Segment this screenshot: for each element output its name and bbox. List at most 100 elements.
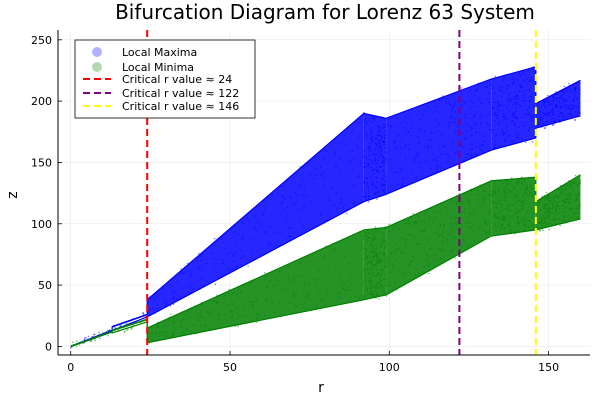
- data-point: [367, 162, 370, 165]
- data-point: [484, 86, 487, 88]
- data-point: [569, 187, 572, 189]
- data-point: [493, 185, 496, 188]
- data-point: [324, 194, 327, 197]
- data-point: [555, 207, 557, 210]
- data-point: [369, 159, 372, 162]
- data-point: [523, 124, 525, 127]
- data-point: [561, 188, 564, 190]
- data-point: [568, 96, 571, 98]
- data-point: [545, 211, 548, 213]
- data-point: [396, 144, 399, 147]
- data-point: [483, 219, 486, 222]
- data-point: [524, 192, 526, 194]
- data-point: [539, 119, 542, 122]
- data-point: [376, 260, 379, 263]
- data-point: [501, 223, 504, 226]
- data-point: [579, 182, 581, 185]
- data-point: [283, 198, 286, 200]
- data-point: [359, 163, 362, 165]
- data-point: [78, 344, 81, 346]
- data-point: [400, 122, 402, 125]
- data-point: [506, 118, 509, 120]
- data-point: [478, 97, 481, 100]
- data-point: [366, 288, 369, 290]
- data-point: [366, 159, 369, 161]
- data-point: [267, 244, 270, 247]
- data-point: [427, 266, 430, 268]
- data-point: [366, 293, 369, 295]
- data-point: [199, 268, 201, 271]
- data-point: [524, 189, 526, 192]
- data-point: [493, 107, 495, 109]
- data-point: [531, 117, 533, 120]
- data-point: [568, 202, 570, 205]
- data-point: [530, 116, 532, 118]
- data-point: [445, 161, 448, 163]
- data-point: [575, 110, 577, 112]
- data-point: [381, 184, 383, 187]
- data-point: [264, 229, 267, 232]
- data-point: [563, 218, 566, 221]
- data-point: [365, 256, 367, 259]
- data-point: [364, 195, 367, 197]
- data-point: [561, 204, 564, 207]
- data-point: [171, 290, 174, 292]
- data-point: [503, 226, 506, 229]
- data-point: [369, 142, 371, 145]
- data-point: [371, 180, 374, 182]
- data-point: [496, 116, 499, 119]
- data-point: [163, 298, 165, 300]
- data-point: [538, 221, 540, 223]
- data-point: [367, 189, 370, 192]
- data-point: [165, 322, 168, 324]
- data-point: [378, 298, 380, 300]
- data-point: [393, 250, 395, 253]
- data-point: [506, 183, 508, 186]
- data-point: [402, 126, 404, 129]
- data-point: [224, 318, 227, 320]
- series-local-maxima: [69, 66, 581, 349]
- data-point: [374, 117, 377, 120]
- data-point: [480, 122, 483, 124]
- data-point: [409, 233, 412, 236]
- data-point: [380, 146, 383, 149]
- data-point: [543, 101, 545, 104]
- data-point: [166, 332, 169, 334]
- data-point: [519, 205, 522, 207]
- data-point: [453, 121, 456, 123]
- data-point: [494, 146, 496, 148]
- data-point: [382, 143, 385, 146]
- data-point: [539, 201, 541, 204]
- data-point: [436, 170, 438, 173]
- data-point: [554, 205, 557, 207]
- data-point: [345, 289, 348, 292]
- data-point: [494, 119, 496, 122]
- data-point: [563, 104, 566, 107]
- data-point: [356, 146, 359, 148]
- data-point: [466, 130, 468, 133]
- data-point: [408, 143, 411, 146]
- data-point: [492, 113, 494, 116]
- data-point: [461, 231, 464, 233]
- data-point: [275, 244, 278, 247]
- data-point: [511, 185, 514, 188]
- data-point: [288, 279, 291, 281]
- data-point: [541, 217, 543, 219]
- data-point: [555, 213, 558, 216]
- data-point: [558, 188, 561, 191]
- data-point: [222, 296, 225, 298]
- data-point: [369, 269, 371, 272]
- data-point: [494, 141, 497, 143]
- data-point: [497, 101, 499, 103]
- data-point: [462, 100, 465, 103]
- data-point: [561, 106, 564, 108]
- data-point: [452, 105, 455, 107]
- data-point: [376, 191, 379, 194]
- data-point: [421, 114, 424, 117]
- data-point: [380, 181, 383, 184]
- data-point: [470, 99, 472, 102]
- data-point: [530, 191, 533, 194]
- data-point: [512, 103, 515, 106]
- data-point: [482, 135, 484, 137]
- data-point: [371, 139, 374, 142]
